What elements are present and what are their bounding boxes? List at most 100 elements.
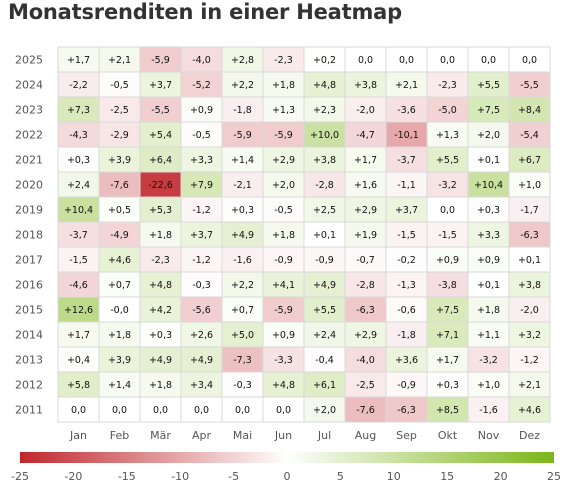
heatmap-cell-label: +1,0 — [518, 180, 541, 191]
heatmap-cell-label: -3,2 — [479, 355, 498, 366]
heatmap-cell-label: +3,3 — [477, 230, 500, 241]
heatmap-cell-label: -4,0 — [356, 355, 375, 366]
heatmap-cell — [344, 296, 387, 323]
y-tick-label: 2025 — [15, 54, 43, 67]
heatmap-cell-label: +4,9 — [149, 355, 172, 366]
color-scale-tick-label: 10 — [387, 470, 401, 483]
heatmap-cell — [385, 71, 428, 98]
heatmap-cell — [467, 321, 510, 348]
heatmap-cell — [385, 121, 428, 148]
heatmap-cell-label: -0,7 — [356, 255, 375, 266]
heatmap-cell-label: +7,5 — [477, 105, 500, 116]
heatmap-cell-label: +2,1 — [108, 55, 131, 66]
heatmap-cell — [303, 121, 346, 148]
heatmap-cell-label: -22,6 — [148, 180, 173, 191]
heatmap-cell — [262, 71, 305, 98]
heatmap-cell — [303, 246, 346, 273]
heatmap-cell-label: -2,5 — [110, 105, 129, 116]
heatmap-cell-label: -2,3 — [274, 55, 293, 66]
heatmap-cell-label: +0,3 — [149, 330, 172, 341]
heatmap-cell-label: +3,8 — [354, 80, 377, 91]
heatmap-cell-label: -6,3 — [356, 305, 375, 316]
heatmap-cell-label: +10,0 — [310, 130, 339, 141]
heatmap-cell-label: +4,8 — [272, 380, 295, 391]
y-tick-label: 2012 — [15, 379, 43, 392]
heatmap-cell — [98, 346, 141, 373]
heatmap-cell-label: -2,9 — [110, 130, 129, 141]
heatmap-cell-label: +1,4 — [231, 155, 254, 166]
color-scale-tick-label: 20 — [494, 470, 508, 483]
heatmap-cell-label: +10,4 — [474, 180, 503, 191]
heatmap-cell — [385, 221, 428, 248]
color-scale-legend: -25 -20 -15 -10 -5 0 5 10 15 20 25 — [11, 452, 561, 483]
heatmap-cell — [262, 146, 305, 173]
heatmap-cell-label: -1,3 — [397, 280, 416, 291]
heatmap-cell-label: -2,8 — [356, 280, 375, 291]
heatmap-cell-label: -3,7 — [69, 230, 88, 241]
heatmap-cell — [139, 121, 182, 148]
heatmap-cell — [344, 196, 387, 223]
heatmap-cell-label: -3,2 — [438, 180, 457, 191]
heatmap-cell-label: 0,0 — [358, 55, 373, 66]
heatmap-cell — [139, 396, 182, 423]
heatmap-cell-label: +2,9 — [272, 155, 295, 166]
heatmap-cell — [262, 296, 305, 323]
heatmap-cell-label: +3,6 — [395, 355, 418, 366]
heatmap-cell-label: -5,5 — [151, 105, 170, 116]
heatmap-cell — [508, 296, 551, 323]
heatmap-cell-label: -1,5 — [438, 230, 457, 241]
heatmap-cell — [221, 121, 264, 148]
heatmap-cell — [57, 296, 100, 323]
heatmap-cell-label: -7,3 — [233, 355, 252, 366]
heatmap-cell-label: -5,4 — [520, 130, 539, 141]
heatmap-cell-label: -0,3 — [192, 280, 211, 291]
heatmap-cell-label: +0,9 — [190, 105, 213, 116]
x-tick-label: Feb — [110, 429, 129, 442]
heatmap-cell — [180, 371, 223, 398]
heatmap-cell-label: +1,8 — [272, 230, 295, 241]
heatmap-cell-label: +1,0 — [477, 380, 500, 391]
heatmap-cell-label: +3,8 — [518, 280, 541, 291]
heatmap-cell-label: 0,0 — [276, 405, 291, 416]
color-scale-tick-label: -10 — [171, 470, 189, 483]
heatmap-cell-label: +5,0 — [231, 330, 254, 341]
heatmap-cell — [139, 46, 182, 73]
heatmap-cell-label: 0,0 — [440, 55, 455, 66]
heatmap-cell-label: +4,8 — [313, 80, 336, 91]
heatmap-cell-label: -0,9 — [397, 380, 416, 391]
heatmap-cell-label: -3,7 — [397, 155, 416, 166]
heatmap-cell — [57, 271, 100, 298]
x-tick-label: Okt — [438, 429, 458, 442]
heatmap-cell — [303, 346, 346, 373]
heatmap-cell-label: +7,5 — [436, 305, 459, 316]
x-tick-label: Jun — [274, 429, 292, 442]
heatmap-cell-label: +8,4 — [518, 105, 541, 116]
heatmap-cell-label: +12,6 — [64, 305, 93, 316]
heatmap-cell — [98, 146, 141, 173]
heatmap-cell — [98, 71, 141, 98]
heatmap-cell — [57, 321, 100, 348]
x-tick-label: Mai — [233, 429, 252, 442]
heatmap-cell — [508, 46, 551, 73]
y-tick-label: 2013 — [15, 354, 43, 367]
heatmap-cell-label: +2,0 — [313, 405, 336, 416]
y-tick-label: 2011 — [15, 404, 43, 417]
color-scale-tick-label: -15 — [118, 470, 136, 483]
heatmap-cells: +1,7 +2,1 -5,9 -4,0 +2,8 -2,3 +0,2 0,0 0,0 0,0 0,0… — [57, 46, 551, 423]
heatmap-cell — [57, 96, 100, 123]
heatmap-cell — [221, 346, 264, 373]
heatmap-cell-label: +2,4 — [67, 180, 90, 191]
heatmap-cell — [303, 146, 346, 173]
heatmap-cell — [180, 171, 223, 198]
heatmap-cell-label: +1,8 — [149, 230, 172, 241]
heatmap-cell — [98, 396, 141, 423]
heatmap-cell-label: +5,3 — [149, 205, 172, 216]
heatmap-cell-label: 0,0 — [112, 405, 127, 416]
heatmap-cell-label: +1,7 — [436, 355, 459, 366]
heatmap-cell-label: +1,8 — [108, 330, 131, 341]
heatmap-cell — [221, 246, 264, 273]
heatmap-cell-label: 0,0 — [194, 405, 209, 416]
heatmap-cell-label: -4,0 — [192, 55, 211, 66]
x-tick-label: Apr — [192, 429, 212, 442]
